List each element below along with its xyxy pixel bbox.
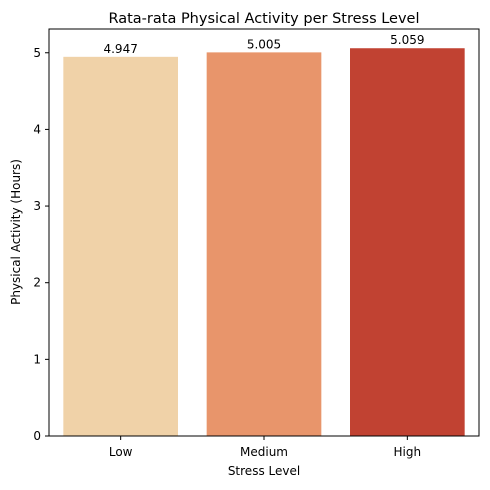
x-tick-label-high: High <box>394 445 422 459</box>
y-tick-label: 1 <box>33 352 41 366</box>
x-tick-label-low: Low <box>109 445 133 459</box>
data-label-high: 5.059 <box>390 33 424 47</box>
x-axis-ticks: Low Medium High <box>109 436 421 459</box>
y-tick-label: 4 <box>33 122 41 136</box>
y-axis-ticks: 0 1 2 3 4 5 <box>33 46 49 443</box>
bar-low <box>63 57 178 436</box>
data-label-medium: 5.005 <box>247 37 281 51</box>
data-label-low: 4.947 <box>103 42 137 56</box>
chart-title: Rata-rata Physical Activity per Stress L… <box>108 11 419 27</box>
bar-medium <box>207 52 322 436</box>
y-tick-label: 5 <box>33 46 41 60</box>
y-tick-label: 2 <box>33 276 41 290</box>
y-axis-label: Physical Activity (Hours) <box>9 159 23 305</box>
x-axis-label: Stress Level <box>228 464 300 478</box>
bars-group: 4.947 5.005 5.059 <box>63 33 464 436</box>
y-tick-label: 3 <box>33 199 41 213</box>
x-tick-label-medium: Medium <box>240 445 288 459</box>
bar-high <box>350 48 465 436</box>
y-tick-label: 0 <box>33 429 41 443</box>
